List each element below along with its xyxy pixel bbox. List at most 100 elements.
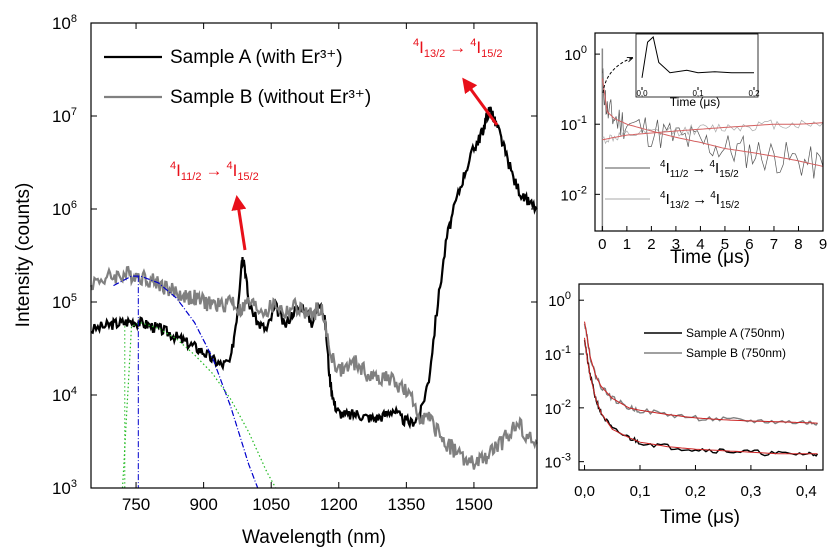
inset-xtick-label: 0,1 bbox=[692, 89, 704, 98]
ann2-main2: I bbox=[476, 38, 481, 57]
main-x-label: Wavelength (nm) bbox=[242, 527, 386, 548]
bottom-right-chart: 0,0 0,1 0,2 0,3 0,4 100 10-1 10-2 10-3 Time (μs)… bbox=[545, 283, 824, 528]
main-xtick-label: 750 bbox=[122, 495, 150, 514]
br-ytick-label: 100 bbox=[548, 290, 571, 310]
ann2-main: I bbox=[419, 38, 424, 57]
br-x-label: Time (μs) bbox=[660, 507, 740, 528]
tr-xtick-label: 3 bbox=[672, 236, 680, 253]
br-ytick-label: 10-1 bbox=[545, 344, 571, 364]
trleg1-arrow: → bbox=[691, 160, 706, 177]
annotation-arrow-2 bbox=[462, 77, 499, 126]
trleg2-arrow: → bbox=[692, 191, 707, 208]
tr-legend: 4I11/2 → 4I15/2 4I13/2 → 4I15/2 bbox=[605, 159, 740, 211]
tr-fit-1 bbox=[601, 78, 824, 167]
ann1-sub2: 15/2 bbox=[237, 171, 258, 183]
trleg2-main2: I bbox=[716, 191, 720, 208]
br-legend-label-a: Sample A (750nm) bbox=[686, 326, 785, 340]
trleg2-sub: 13/2 bbox=[670, 200, 690, 211]
main-ytick-label: 107 bbox=[52, 106, 77, 126]
main-xtick-label: 1200 bbox=[320, 495, 358, 514]
trleg1-pre: 4 bbox=[660, 159, 666, 170]
inset-x-label: Time (μs) bbox=[670, 95, 720, 109]
main-plot-frame bbox=[90, 22, 538, 489]
tr-plot-frame bbox=[594, 32, 824, 232]
tr-xtick-label: 6 bbox=[745, 236, 753, 253]
trleg2-pre2: 4 bbox=[710, 190, 716, 201]
ann2-sub2: 15/2 bbox=[481, 48, 502, 60]
br-ytick-label: 10-3 bbox=[545, 452, 571, 472]
tr-series-2 bbox=[602, 119, 824, 145]
tr-xtick-label: 7 bbox=[770, 236, 778, 253]
trleg1-pre2: 4 bbox=[709, 159, 715, 170]
tr-x-label: Time (μs) bbox=[670, 247, 750, 268]
ann2-pre: 4 bbox=[413, 37, 419, 49]
br-legend-label-b: Sample B (750nm) bbox=[686, 346, 786, 360]
tr-xtick-label: 1 bbox=[623, 236, 631, 253]
tr-xtick-label: 9 bbox=[819, 236, 827, 253]
inset-series bbox=[641, 36, 754, 78]
tr-inset: 0,0 0,1 0,2 Time (μs) bbox=[602, 33, 760, 109]
ann1-sub: 11/2 bbox=[181, 171, 202, 183]
trleg1-main: I bbox=[666, 160, 670, 177]
br-legend: Sample A (750nm) Sample B (750nm) bbox=[644, 326, 786, 360]
main-ytick-label: 106 bbox=[52, 199, 77, 219]
trleg1-sub: 11/2 bbox=[670, 169, 689, 180]
tr-ytick-label: 10-2 bbox=[561, 184, 587, 204]
main-legend: Sample A (with Er³⁺) Sample B (without E… bbox=[104, 47, 371, 108]
trleg2-main: I bbox=[666, 191, 670, 208]
ann2-sub: 13/2 bbox=[424, 48, 445, 60]
main-ytick-label: 108 bbox=[52, 13, 77, 33]
ann1-main: I bbox=[176, 161, 181, 180]
main-y-label: Intensity (counts) bbox=[13, 183, 34, 328]
main-xtick-label: 900 bbox=[189, 495, 217, 514]
trleg1-sub2: 15/2 bbox=[719, 169, 739, 180]
br-ytick-label: 10-2 bbox=[545, 398, 571, 418]
svg-text:4I13/2→4I15/2: 4I13/2 → 4I15/2 bbox=[413, 37, 503, 60]
inset-xtick-label: 0,2 bbox=[748, 89, 760, 98]
ann1-arrow: → bbox=[205, 161, 222, 180]
tr-ytick-label: 100 bbox=[564, 44, 587, 64]
annotation-4i13-4i15: 4I13/2 → 4I15/2 bbox=[413, 37, 503, 126]
svg-text:4I11/2→4I15/2: 4I11/2 → 4I15/2 bbox=[660, 159, 739, 180]
br-fit-2 bbox=[584, 321, 818, 424]
annotation-arrow-1 bbox=[231, 195, 247, 251]
main-xtick-label: 1500 bbox=[455, 495, 493, 514]
inset-xtick-label: 0,0 bbox=[636, 89, 648, 98]
br-xtick-label: 0,1 bbox=[630, 483, 651, 500]
trleg2-pre: 4 bbox=[660, 190, 666, 201]
trleg1-main2: I bbox=[715, 160, 719, 177]
main-ytick-label: 105 bbox=[52, 292, 77, 312]
ann1-main2: I bbox=[233, 161, 238, 180]
main-chart: 750 900 1050 1200 1350 1500 103 104 105 106 107 108… bbox=[13, 13, 538, 548]
tr-series-1 bbox=[602, 68, 824, 179]
inset-pointer-arrow bbox=[602, 58, 632, 94]
inset-frame bbox=[635, 33, 759, 98]
tr-fit-2 bbox=[602, 122, 824, 141]
main-ytick-label: 104 bbox=[52, 385, 77, 405]
ann1-pre: 4 bbox=[170, 160, 176, 172]
svg-text:4I11/2→4I15/2: 4I11/2 → 4I15/2 bbox=[170, 160, 259, 183]
ann2-pre2: 4 bbox=[470, 37, 476, 49]
main-series-4 bbox=[121, 321, 277, 489]
trleg2-sub2: 15/2 bbox=[720, 200, 740, 211]
legend-label-sample-a: Sample A (with Er³⁺) bbox=[170, 47, 343, 68]
br-xtick-label: 0,4 bbox=[796, 483, 817, 500]
br-fit-1 bbox=[584, 337, 818, 455]
br-xtick-label: 0,3 bbox=[740, 483, 761, 500]
legend-label-sample-b: Sample B (without Er³⁺) bbox=[170, 87, 371, 108]
main-ytick-label: 103 bbox=[52, 478, 77, 498]
annotation-4i11-4i15: 4I11/2 → 4I15/2 bbox=[170, 160, 259, 251]
tr-xtick-label: 2 bbox=[647, 236, 655, 253]
ann1-pre2: 4 bbox=[226, 160, 232, 172]
svg-text:4I13/2→4I15/2: 4I13/2 → 4I15/2 bbox=[660, 190, 740, 211]
main-series-3 bbox=[113, 275, 259, 489]
tr-xtick-label: 0 bbox=[598, 236, 606, 253]
br-xtick-label: 0,0 bbox=[574, 483, 595, 500]
main-xtick-label: 1350 bbox=[387, 495, 425, 514]
tr-xtick-label: 4 bbox=[696, 236, 704, 253]
br-plot-frame bbox=[578, 283, 824, 471]
tr-xtick-label: 8 bbox=[794, 236, 802, 253]
ann2-arrow: → bbox=[449, 38, 466, 57]
